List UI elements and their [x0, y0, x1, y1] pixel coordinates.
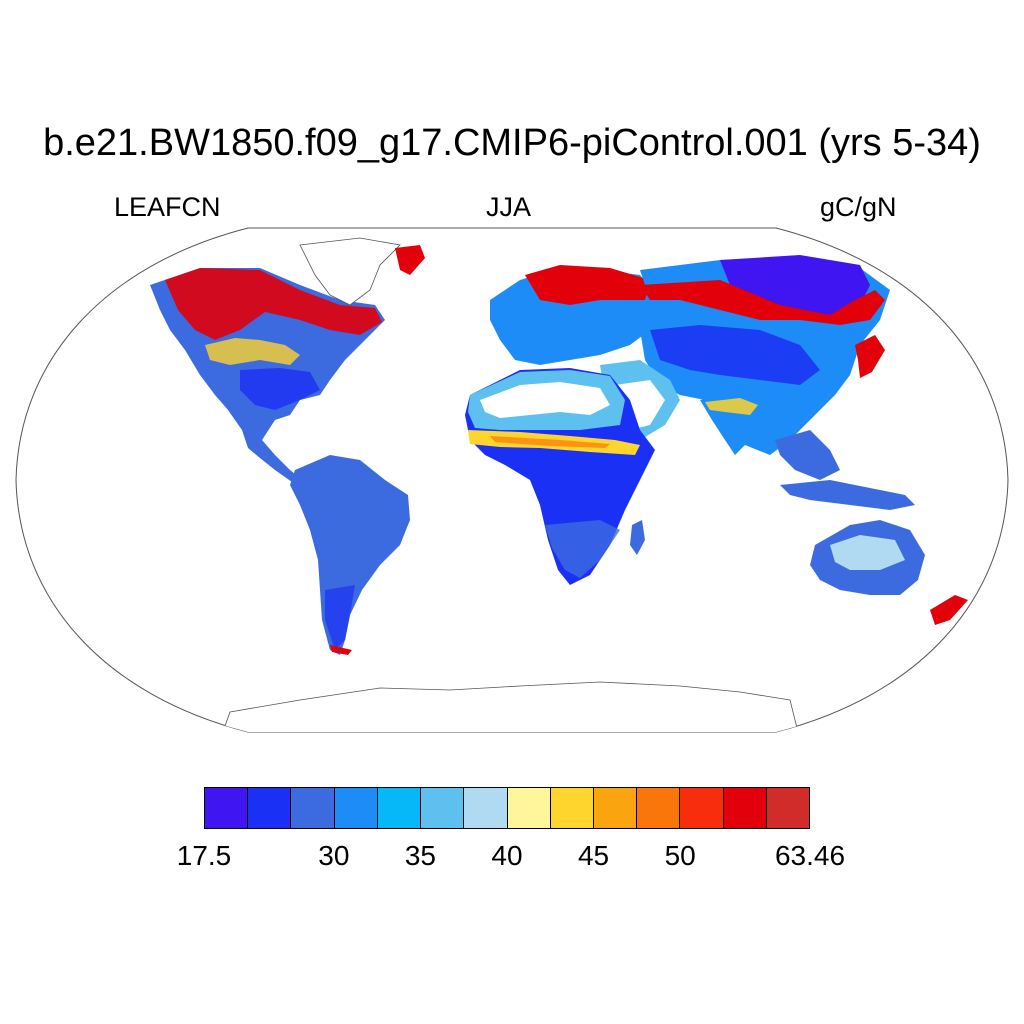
land-sahara-white	[480, 382, 610, 418]
land-indonesia	[780, 480, 915, 510]
colorbar-box	[680, 788, 724, 828]
colorbar-label: 45	[577, 840, 610, 871]
land-japan	[855, 335, 885, 378]
colorbar-box	[248, 788, 292, 828]
land-sa-south	[325, 585, 355, 650]
colorbar-box	[507, 788, 551, 828]
land-scandinavia	[525, 265, 650, 305]
land-na-mid	[205, 338, 300, 365]
colorbar-box	[550, 788, 594, 828]
season-label: JJA	[486, 192, 532, 222]
land-antarctica	[219, 681, 801, 732]
colorbar-label: 17.5	[176, 840, 232, 871]
land-new-zealand	[930, 595, 968, 625]
land-madagascar	[630, 520, 645, 555]
land-asia-central	[650, 325, 820, 385]
land-na-boreal	[165, 268, 382, 340]
land-se-asia	[775, 430, 840, 480]
land-sa-tip	[330, 645, 352, 655]
colorbar-box	[421, 788, 465, 828]
colorbar-box	[766, 788, 810, 828]
land-south-america	[290, 455, 410, 655]
colorbar-box	[205, 788, 249, 828]
colorbar-box	[637, 788, 681, 828]
colorbar-box	[464, 788, 508, 828]
colorbar-box	[723, 788, 767, 828]
land-africa-south	[545, 520, 620, 578]
land-central-america	[242, 430, 300, 482]
colorbar	[204, 787, 810, 829]
map-title: b.e21.BW1850.f09_g17.CMIP6-piControl.001…	[43, 122, 981, 164]
colorbar-label: 63.46	[774, 840, 846, 871]
land-asia-boreal	[640, 280, 885, 325]
colorbar-label: 30	[318, 840, 350, 871]
units-label: gC/gN	[820, 192, 897, 222]
colorbar-box	[334, 788, 378, 828]
land-sahel-red	[490, 436, 610, 448]
colorbar-label: 40	[491, 840, 523, 871]
land-australia-interior	[830, 535, 905, 570]
colorbar-label: 50	[664, 840, 696, 871]
variable-label: LEAFCN	[114, 192, 221, 222]
colorbar-box	[593, 788, 638, 828]
colorbar-box	[291, 788, 335, 828]
colorbar-box	[377, 788, 422, 828]
land-india-band	[705, 398, 758, 415]
colorbar-label: 35	[404, 840, 436, 871]
land-greenland	[299, 237, 401, 306]
land-greenland-coast	[395, 245, 425, 275]
land-na-east	[240, 368, 320, 410]
